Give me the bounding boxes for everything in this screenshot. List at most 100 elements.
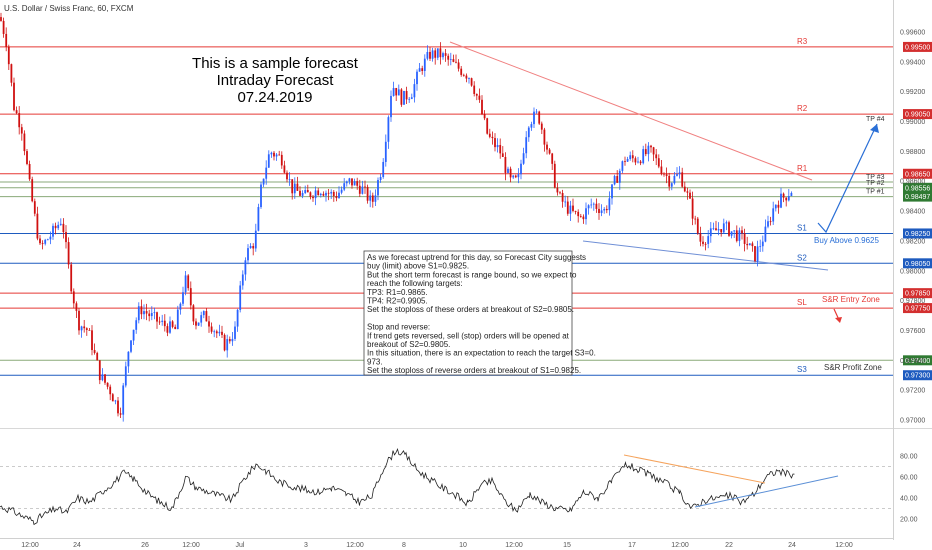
candle-body	[746, 243, 749, 246]
note-line: Set the stoploss of reverse orders at br…	[367, 366, 581, 375]
price-tag-label: 0.98497	[905, 194, 930, 201]
candle-body	[551, 153, 554, 164]
candle-body	[101, 374, 104, 381]
candle-body	[535, 111, 538, 113]
candle-body	[574, 210, 577, 212]
candle-body	[374, 195, 377, 202]
level-name-label: R2	[797, 104, 808, 113]
candle-body	[2, 20, 5, 34]
support-trendline	[582, 240, 829, 271]
down-arrow-head	[835, 317, 842, 323]
candle-body	[124, 366, 127, 386]
candle-body	[106, 382, 109, 387]
candle-body	[743, 233, 746, 244]
price-tick-label: 0.97000	[900, 418, 925, 425]
candle-body	[54, 225, 57, 229]
candle-body	[605, 208, 608, 211]
price-tag-label: 0.98650	[905, 171, 930, 178]
candle-body	[143, 311, 145, 315]
candle-body	[267, 154, 270, 168]
rsi-line	[0, 448, 795, 526]
candle-body	[189, 288, 192, 306]
candle-body	[200, 315, 203, 323]
candle-body	[59, 223, 62, 225]
rsi-resistance-trendline	[623, 454, 766, 484]
candle-body	[447, 55, 450, 60]
candle-body	[600, 210, 603, 214]
candle-body	[707, 236, 710, 244]
candle-body	[483, 114, 486, 119]
candle-body	[590, 204, 593, 206]
candle-body	[434, 50, 437, 58]
price-axis: 0.99600 0.99400 0.99200 0.99000 0.98800 0.986…	[900, 30, 925, 425]
candle-body	[676, 174, 678, 176]
candle-body	[546, 144, 548, 150]
candle-body	[585, 208, 587, 220]
candle-body	[158, 321, 161, 323]
candle-body	[655, 154, 658, 159]
candle-body	[598, 208, 600, 214]
candle-body	[314, 190, 317, 199]
rsi-pane: 80.00 60.00 40.00 20.00	[0, 448, 918, 526]
candle-body	[249, 246, 252, 249]
level-name-label: S3	[797, 365, 807, 374]
candle-body	[561, 192, 564, 202]
candle-body	[527, 127, 530, 138]
candle-body	[96, 352, 99, 361]
time-tick-label: 12:00	[21, 542, 39, 549]
candle-body	[0, 17, 2, 21]
candle-body	[202, 311, 205, 316]
time-tick-label: 24	[788, 542, 796, 549]
candle-body	[647, 145, 650, 155]
price-tick-label: 0.99400	[900, 59, 925, 66]
candle-body	[403, 90, 405, 105]
candle-body	[304, 190, 307, 194]
candle-body	[730, 231, 733, 236]
note-line: buy (limit) above S1=0.9825.	[367, 262, 469, 271]
candle-body	[421, 68, 424, 71]
candle-body	[265, 167, 268, 179]
candle-body	[23, 133, 26, 152]
candle-body	[608, 198, 611, 211]
candle-body	[702, 241, 704, 244]
candle-body	[639, 161, 642, 164]
rsi-support-trendline	[694, 475, 839, 508]
candle-body	[163, 320, 166, 327]
candle-body	[390, 95, 392, 118]
candle-body	[36, 213, 39, 239]
time-tick-label: 8	[402, 542, 406, 549]
price-tag-label: 0.97300	[905, 373, 930, 380]
candle-body	[39, 238, 41, 244]
candle-body	[754, 246, 756, 262]
candle-body	[278, 154, 281, 156]
candle-body	[764, 226, 767, 242]
candle-body	[379, 177, 382, 181]
candle-body	[67, 242, 70, 265]
candle-body	[629, 155, 632, 160]
candle-body	[696, 218, 699, 234]
price-candles	[0, 12, 793, 422]
candle-body	[592, 203, 595, 205]
candle-body	[512, 175, 515, 178]
price-tag	[903, 258, 932, 269]
candle-body	[62, 223, 65, 233]
candle-body	[423, 58, 426, 71]
candle-body	[239, 285, 242, 310]
note-line: reach the following targets:	[367, 279, 463, 288]
candle-body	[587, 205, 590, 209]
candle-body	[582, 216, 585, 220]
candle-body	[145, 311, 148, 314]
candle-body	[413, 84, 416, 98]
candle-body	[478, 95, 481, 100]
buy-above-label: Buy Above 0.9625	[814, 236, 879, 245]
up-arrow-path	[817, 123, 878, 234]
candle-body	[631, 155, 634, 159]
candle-body	[387, 117, 390, 142]
candle-body	[548, 149, 551, 154]
candle-body	[759, 246, 762, 248]
candle-body	[153, 312, 156, 314]
candle-body	[444, 53, 447, 56]
candle-body	[564, 201, 567, 203]
forecast-title: This is a sample forecast Intraday Forec…	[192, 55, 359, 106]
candle-body	[665, 174, 668, 176]
